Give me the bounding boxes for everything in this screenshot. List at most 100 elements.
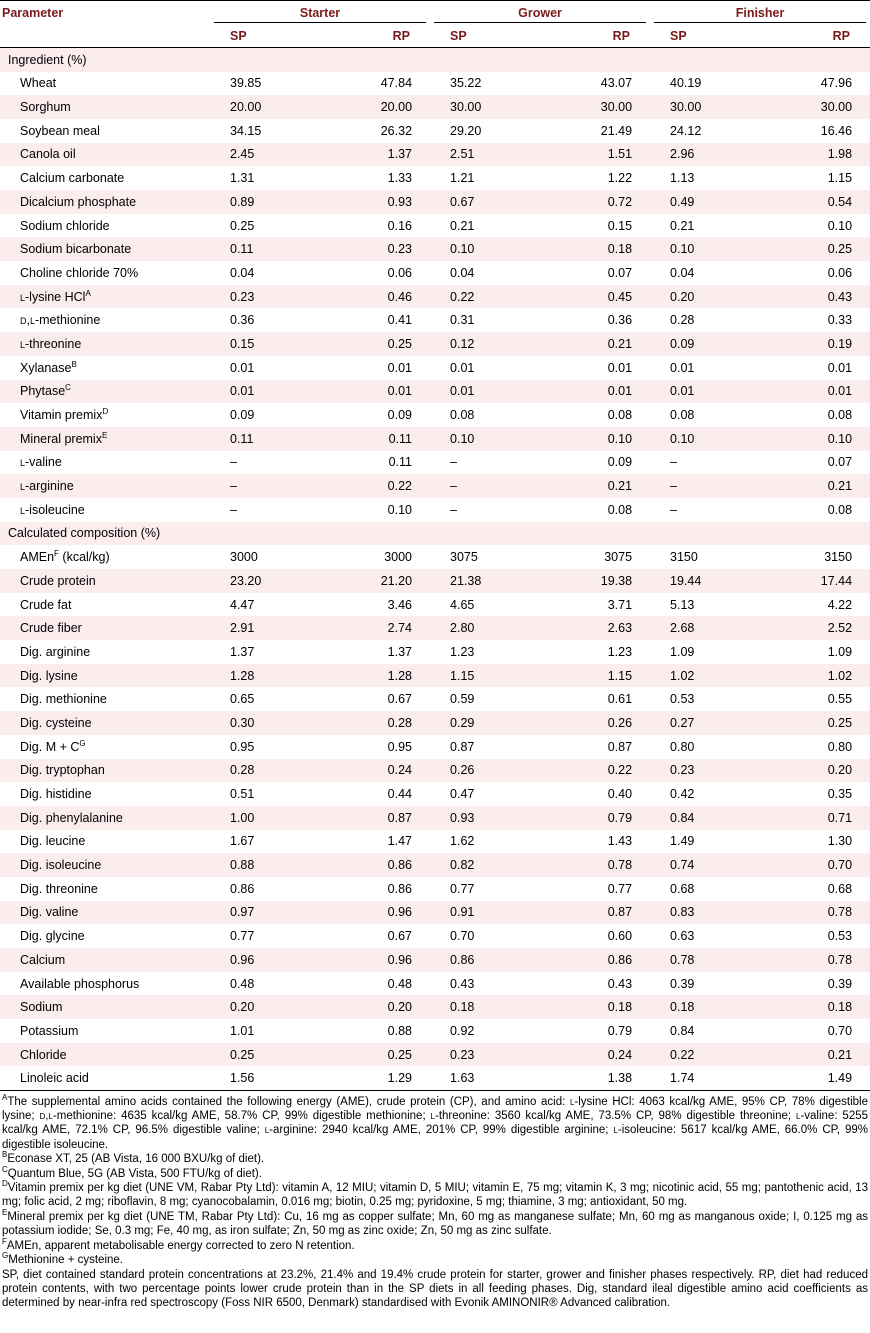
cell-sp: 0.04 bbox=[230, 265, 255, 280]
label-text: Dig. glycine bbox=[20, 929, 85, 944]
label-prefix: d,l- bbox=[20, 313, 40, 328]
footnote-mark: E bbox=[2, 1207, 8, 1217]
cell-sp: 0.10 bbox=[650, 237, 761, 262]
cell-sp: 0.74 bbox=[650, 853, 761, 877]
diet-composition-table: Parameter Starter Grower Finisher SP RP … bbox=[0, 0, 870, 1091]
cell-rp: 0.11 bbox=[320, 426, 431, 451]
cell-rp: 43.07 bbox=[600, 76, 633, 91]
table-row: Linoleic acid 1.56 1.29 1.63 1.38 1.74 1.49 bbox=[0, 1066, 870, 1091]
cell-rp: 0.28 bbox=[320, 711, 431, 735]
cell-sp: 0.93 bbox=[430, 805, 541, 830]
label-text: Sodium bbox=[20, 1000, 63, 1015]
label-text: methionine bbox=[39, 313, 101, 328]
cell-sp: 0.11 bbox=[210, 426, 320, 451]
cell-rp: 1.28 bbox=[320, 663, 431, 688]
label-text: Dig. methionine bbox=[20, 692, 107, 707]
cell-rp: 4.22 bbox=[827, 597, 853, 612]
label-text: isoleucine bbox=[29, 502, 85, 517]
cell-sp: 0.95 bbox=[230, 739, 255, 754]
cell-rp: 0.01 bbox=[827, 360, 853, 375]
row-label: Available phosphorus bbox=[0, 972, 210, 996]
row-label: Choline chloride 70% bbox=[0, 261, 210, 285]
cell-sp: 0.01 bbox=[210, 379, 320, 404]
cell-rp: 0.55 bbox=[827, 692, 853, 707]
label-text: threonine bbox=[29, 336, 82, 351]
header-blank bbox=[0, 24, 210, 48]
cell-rp: 0.10 bbox=[540, 426, 651, 451]
cell-sp: 0.65 bbox=[230, 692, 255, 707]
row-label: Vitamin premixD bbox=[0, 403, 210, 427]
cell-rp: 16.46 bbox=[820, 123, 853, 138]
cell-rp: 3000 bbox=[384, 550, 413, 565]
cell-sp: – bbox=[230, 455, 237, 470]
cell-rp: 21.49 bbox=[600, 123, 633, 138]
cell-rp: 0.10 bbox=[827, 218, 853, 233]
cell-sp: 0.04 bbox=[450, 265, 475, 280]
cell-rp: 0.36 bbox=[607, 313, 633, 328]
header-phase-finisher: Finisher bbox=[650, 1, 870, 25]
cell-sp: 0.28 bbox=[210, 758, 320, 783]
label-text: Soybean meal bbox=[20, 123, 100, 138]
label-text: Crude fiber bbox=[20, 621, 82, 636]
cell-sp: 0.20 bbox=[650, 284, 761, 309]
footnote-text: Mineral premix per kg diet (UNE TM, Raba… bbox=[2, 1210, 868, 1238]
cell-rp: 21.20 bbox=[320, 569, 431, 593]
cell-sp: 19.44 bbox=[650, 569, 761, 593]
label-text: Calcium carbonate bbox=[20, 171, 125, 186]
cell-sp: 1.63 bbox=[450, 1071, 475, 1086]
footnote-text: SP, diet contained standard protein conc… bbox=[2, 1268, 868, 1310]
cell-rp: 0.08 bbox=[607, 502, 633, 517]
table-row: Canola oil 2.45 1.37 2.51 1.51 2.96 1.98 bbox=[0, 142, 870, 167]
cell-rp: 0.18 bbox=[540, 237, 651, 262]
label-text: valine bbox=[29, 455, 62, 470]
cell-sp: 2.45 bbox=[210, 142, 320, 167]
cell-rp: 0.24 bbox=[540, 1042, 651, 1067]
footnote: EMineral premix per kg diet (UNE TM, Rab… bbox=[2, 1207, 868, 1239]
label-prefix: l- bbox=[20, 336, 30, 351]
cell-sp: 0.84 bbox=[670, 1023, 695, 1038]
cell-rp: 0.22 bbox=[540, 758, 651, 783]
cell-rp: 0.09 bbox=[607, 455, 633, 470]
row-label: Crude fiber bbox=[0, 616, 210, 641]
footnote-text: ® Advanced calibration. bbox=[549, 1297, 671, 1310]
header-row-phases: Parameter Starter Grower Finisher bbox=[0, 0, 870, 25]
cell-sp: 4.47 bbox=[230, 597, 255, 612]
cell-sp: 0.18 bbox=[650, 995, 761, 1020]
cell-rp: 1.37 bbox=[387, 644, 413, 659]
section-header-row: Ingredient (%) bbox=[0, 47, 870, 72]
cell-sp: 0.09 bbox=[230, 408, 255, 423]
label-text: Dig. threonine bbox=[20, 881, 98, 896]
cell-rp: 1.49 bbox=[827, 1071, 853, 1086]
label-text: Calcium bbox=[20, 952, 66, 967]
row-label: Dig. phenylalanine bbox=[0, 805, 210, 830]
header-sp: SP bbox=[230, 28, 247, 43]
row-label: Dig. threonine bbox=[0, 877, 210, 901]
cell-sp: 0.18 bbox=[430, 995, 541, 1020]
cell-sp: 0.87 bbox=[450, 739, 475, 754]
cell-sp: 3150 bbox=[670, 550, 698, 565]
cell-rp: 47.96 bbox=[820, 76, 853, 91]
row-label: Linoleic acid bbox=[0, 1066, 210, 1090]
row-label: Crude protein bbox=[0, 569, 210, 593]
footnote-marker: D bbox=[102, 407, 109, 417]
row-label: Sorghum bbox=[0, 95, 210, 119]
footnote-text: The supplemental amino acids contained t… bbox=[2, 1095, 869, 1151]
footnote: AThe supplemental amino acids contained … bbox=[2, 1093, 869, 1153]
cell-rp: 1.30 bbox=[827, 834, 853, 849]
cell-rp: 0.45 bbox=[540, 284, 651, 309]
cell-sp: 0.01 bbox=[430, 379, 541, 404]
cell-rp: 0.06 bbox=[387, 265, 413, 280]
cell-sp: 24.12 bbox=[670, 123, 702, 138]
row-label: Mineral premixE bbox=[0, 426, 210, 451]
cell-sp: 0.83 bbox=[650, 900, 761, 925]
cell-rp: 0.78 bbox=[540, 853, 651, 877]
cell-rp: 0.10 bbox=[760, 426, 870, 451]
label-text: Dig. M + C bbox=[20, 739, 80, 754]
cell-sp: 0.36 bbox=[230, 313, 255, 328]
table-row: AMEnF (kcal/kg) 3000 3000 3075 3075 3150 3150 bbox=[0, 545, 870, 569]
cell-sp: 0.23 bbox=[650, 758, 761, 783]
label-text: Wheat bbox=[20, 76, 57, 91]
cell-rp: 0.78 bbox=[760, 948, 870, 972]
cell-rp: 0.40 bbox=[607, 787, 633, 802]
cell-sp: – bbox=[430, 474, 541, 498]
